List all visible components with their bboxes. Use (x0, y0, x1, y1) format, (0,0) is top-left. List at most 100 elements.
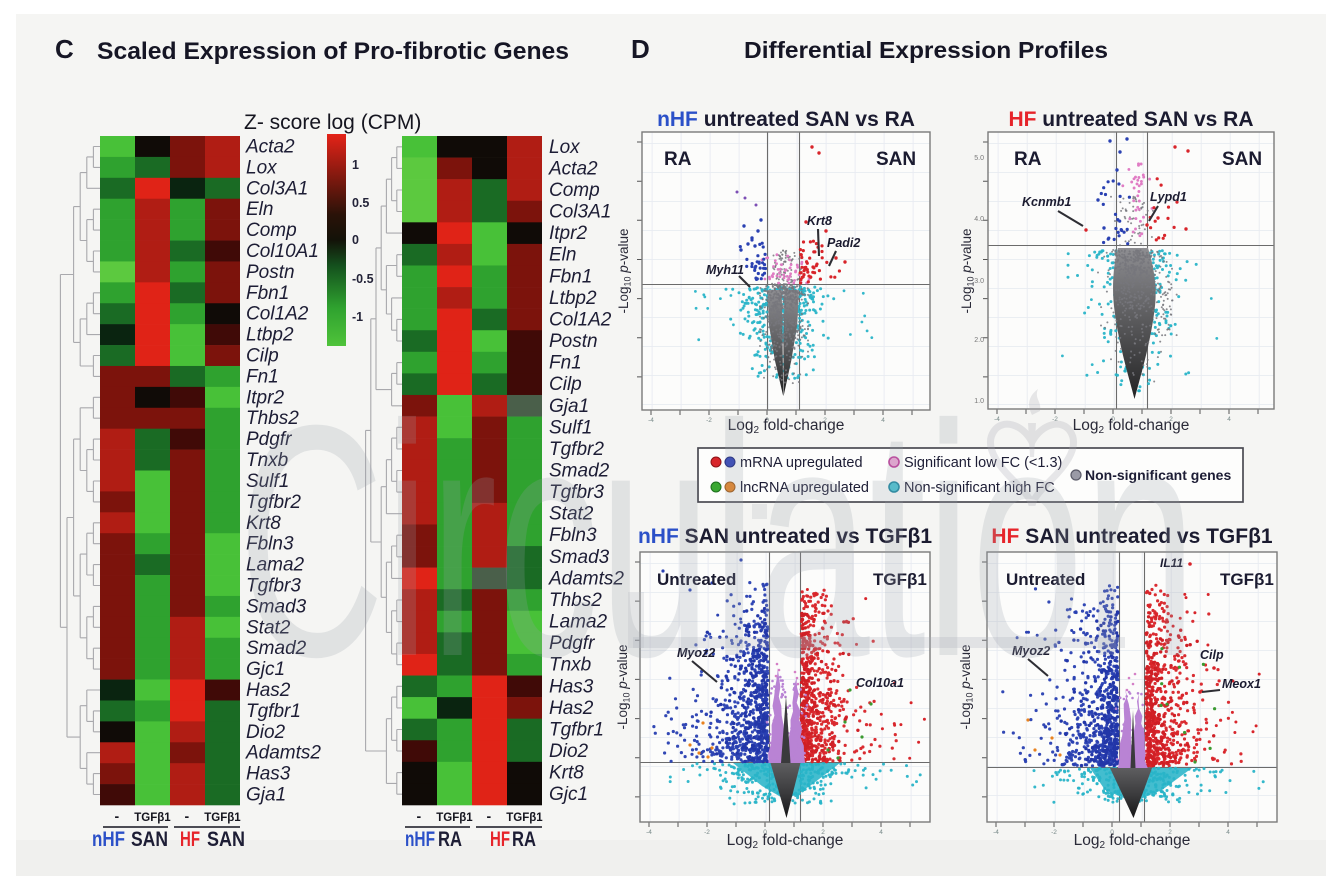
svg-text:Lama2: Lama2 (549, 612, 608, 633)
svg-text:Sulf1: Sulf1 (246, 471, 289, 492)
svg-text:TGFβ1: TGFβ1 (436, 812, 473, 824)
svg-text:Lama2: Lama2 (246, 555, 305, 576)
svg-text:HF: HF (490, 828, 510, 851)
svg-text:Tgfbr1: Tgfbr1 (549, 720, 604, 741)
svg-text:Log2 fold-change: Log2 fold-change (727, 832, 844, 851)
svg-text:0: 0 (765, 417, 769, 424)
svg-text:Krt8: Krt8 (549, 763, 584, 784)
svg-text:0: 0 (352, 233, 359, 247)
svg-text:Col3A1: Col3A1 (549, 202, 611, 223)
svg-text:5.0: 5.0 (974, 155, 984, 162)
svg-text:HF: HF (180, 828, 200, 851)
svg-text:Gjc1: Gjc1 (246, 659, 285, 680)
svg-text:-4: -4 (994, 416, 1000, 423)
svg-text:Has2: Has2 (549, 698, 594, 719)
svg-text:Differential Expression Profil: Differential Expression Profiles (744, 37, 1108, 63)
svg-text:1: 1 (352, 158, 359, 172)
svg-text:Stat2: Stat2 (549, 504, 594, 525)
svg-text:Fbln3: Fbln3 (246, 534, 294, 555)
svg-text:SAN: SAN (207, 828, 245, 851)
svg-text:Dio2: Dio2 (549, 741, 589, 762)
svg-text:Adamts2: Adamts2 (245, 743, 321, 764)
svg-text:Itpr2: Itpr2 (549, 223, 587, 244)
svg-text:-: - (417, 808, 422, 824)
svg-text:-: - (487, 808, 492, 824)
svg-text:4: 4 (881, 417, 885, 424)
svg-text:Thbs2: Thbs2 (549, 590, 602, 611)
svg-text:Thbs2: Thbs2 (246, 408, 299, 429)
svg-text:Cilp: Cilp (246, 346, 279, 367)
svg-text:Sulf1: Sulf1 (549, 417, 592, 438)
svg-text:Krt8: Krt8 (246, 513, 281, 534)
svg-text:nHF untreated SAN vs RA: nHF untreated SAN vs RA (657, 108, 915, 131)
svg-text:Gja1: Gja1 (549, 396, 589, 417)
svg-text:nHF: nHF (92, 828, 125, 851)
svg-text:Fn1: Fn1 (246, 366, 279, 387)
svg-text:nHF: nHF (405, 828, 435, 851)
svg-text:Itpr2: Itpr2 (246, 387, 284, 408)
svg-text:Col3A1: Col3A1 (246, 178, 308, 199)
svg-text:-: - (185, 808, 190, 824)
svg-text:Col1A2: Col1A2 (246, 304, 309, 325)
svg-text:4.0: 4.0 (974, 216, 984, 223)
svg-text:Adamts2: Adamts2 (548, 568, 624, 589)
svg-text:4: 4 (1227, 416, 1231, 423)
svg-text:2: 2 (823, 417, 827, 424)
svg-text:Lox: Lox (246, 157, 278, 178)
svg-text:Eln: Eln (246, 199, 273, 220)
svg-text:RA: RA (438, 828, 462, 851)
svg-text:Tgfbr3: Tgfbr3 (246, 576, 301, 597)
svg-text:Ltbp2: Ltbp2 (549, 288, 597, 309)
svg-text:Comp: Comp (246, 220, 297, 241)
svg-text:Col10A1: Col10A1 (246, 241, 319, 262)
svg-text:Has2: Has2 (246, 680, 291, 701)
svg-text:C: C (55, 34, 74, 64)
svg-text:-2: -2 (704, 829, 710, 836)
svg-text:Postn: Postn (549, 331, 598, 352)
svg-text:-2: -2 (706, 417, 712, 424)
svg-text:-0.5: -0.5 (352, 272, 374, 286)
svg-text:2.0: 2.0 (974, 337, 984, 344)
svg-text:Smad3: Smad3 (246, 596, 307, 617)
svg-text:Tgfbr3: Tgfbr3 (549, 482, 604, 503)
svg-text:Comp: Comp (549, 180, 600, 201)
svg-text:0: 0 (1111, 416, 1115, 423)
svg-text:Gjc1: Gjc1 (549, 784, 588, 805)
svg-text:Smad3: Smad3 (549, 547, 610, 568)
svg-text:Gja1: Gja1 (246, 785, 286, 806)
svg-text:Myh11: Myh11 (706, 263, 744, 277)
svg-text:Fbn1: Fbn1 (549, 266, 592, 287)
svg-text:TGFβ1: TGFβ1 (204, 812, 241, 824)
svg-text:4: 4 (879, 829, 883, 836)
svg-text:Smad2: Smad2 (549, 461, 610, 482)
svg-text:Kcnmb1: Kcnmb1 (1022, 195, 1071, 209)
svg-text:TGFβ1: TGFβ1 (134, 812, 171, 824)
svg-text:Cilp: Cilp (549, 374, 582, 395)
svg-text:Smad2: Smad2 (246, 638, 307, 659)
svg-text:Dio2: Dio2 (246, 722, 286, 743)
svg-text:Fbln3: Fbln3 (549, 525, 597, 546)
svg-text:Krt8: Krt8 (807, 214, 832, 228)
svg-text:Tgfbr1: Tgfbr1 (246, 701, 301, 722)
svg-text:-4: -4 (648, 417, 654, 424)
svg-text:Fn1: Fn1 (549, 353, 582, 374)
svg-text:0.5: 0.5 (352, 196, 369, 210)
svg-text:Pdgfr: Pdgfr (549, 633, 595, 654)
svg-text:4: 4 (1226, 829, 1230, 836)
svg-text:Acta2: Acta2 (245, 137, 295, 158)
svg-text:-1: -1 (352, 310, 363, 324)
svg-text:HF untreated SAN vs RA: HF untreated SAN vs RA (1008, 108, 1253, 131)
svg-text:2: 2 (1169, 416, 1173, 423)
svg-text:SAN: SAN (876, 149, 916, 170)
svg-text:Eln: Eln (549, 245, 576, 266)
svg-text:D: D (631, 34, 650, 64)
svg-text:-Log10 p-value: -Log10 p-value (616, 228, 633, 313)
svg-text:Lox: Lox (549, 137, 581, 158)
svg-text:Ltbp2: Ltbp2 (246, 325, 294, 346)
svg-text:RA: RA (1014, 149, 1042, 170)
svg-text:RA: RA (664, 149, 692, 170)
svg-text:-: - (115, 808, 120, 824)
svg-text:RA: RA (512, 828, 536, 851)
svg-text:Z- score log (CPM): Z- score log (CPM) (244, 111, 421, 134)
svg-text:Pdgfr: Pdgfr (246, 429, 292, 450)
